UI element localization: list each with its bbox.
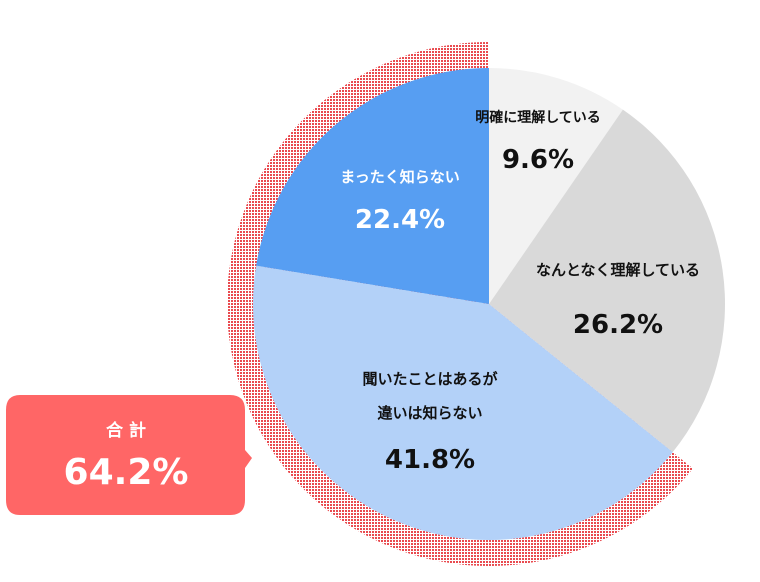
slice-label: なんとなく理解している xyxy=(536,261,700,279)
slice-value-label: 41.8% xyxy=(385,445,475,475)
slice-value-label: 9.6% xyxy=(502,145,574,175)
slices-layer xyxy=(252,68,726,541)
pie-slice xyxy=(252,265,673,541)
slice-value-label: 26.2% xyxy=(573,310,663,340)
total-callout: 合 計 64.2% xyxy=(6,395,252,515)
total-callout-title: 合 計 xyxy=(106,420,146,441)
slice-label: 違いは知らない xyxy=(377,404,482,422)
pie-slice xyxy=(256,68,489,304)
total-callout-box xyxy=(6,395,252,515)
labels-layer: 明確に理解している 9.6% なんとなく理解している 26.2% 聞いたことはあるが違い… xyxy=(340,109,700,475)
pie-slice xyxy=(489,68,623,304)
slice-value-label: 22.4% xyxy=(355,205,445,235)
slice-label: まったく知らない xyxy=(340,168,459,186)
slice-label: 聞いたことはあるが xyxy=(362,370,498,388)
pie-slice xyxy=(489,109,726,453)
slice-label: 明確に理解している xyxy=(475,109,601,126)
total-callout-value: 64.2% xyxy=(64,452,189,493)
